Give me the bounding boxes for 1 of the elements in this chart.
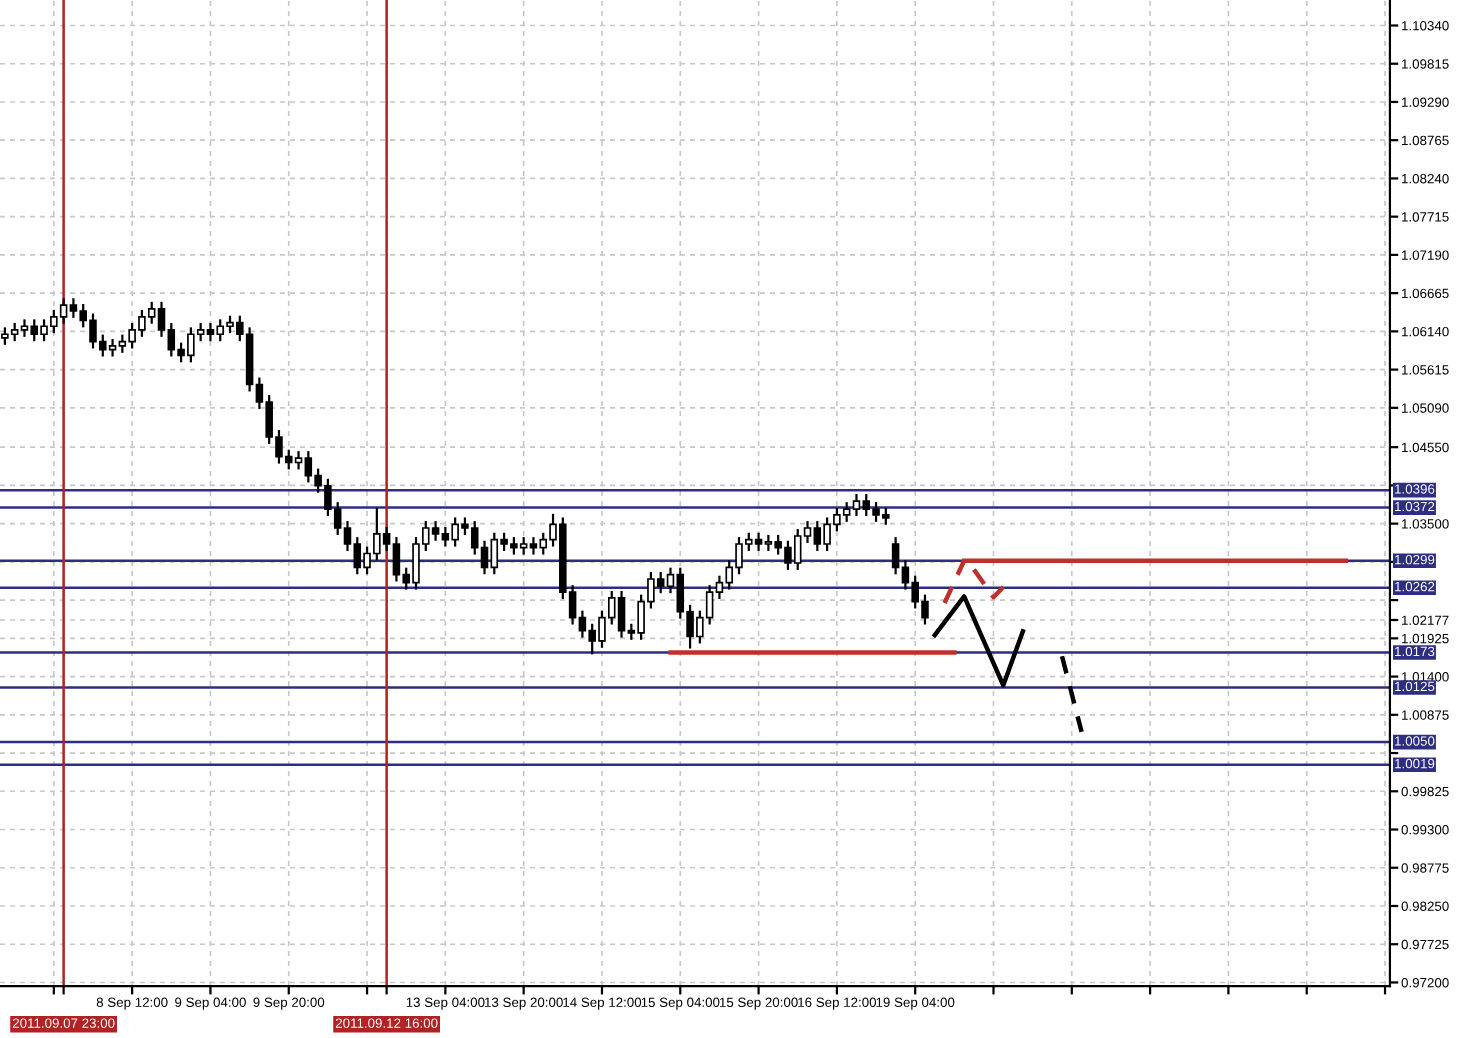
line-series	[932, 594, 1026, 688]
